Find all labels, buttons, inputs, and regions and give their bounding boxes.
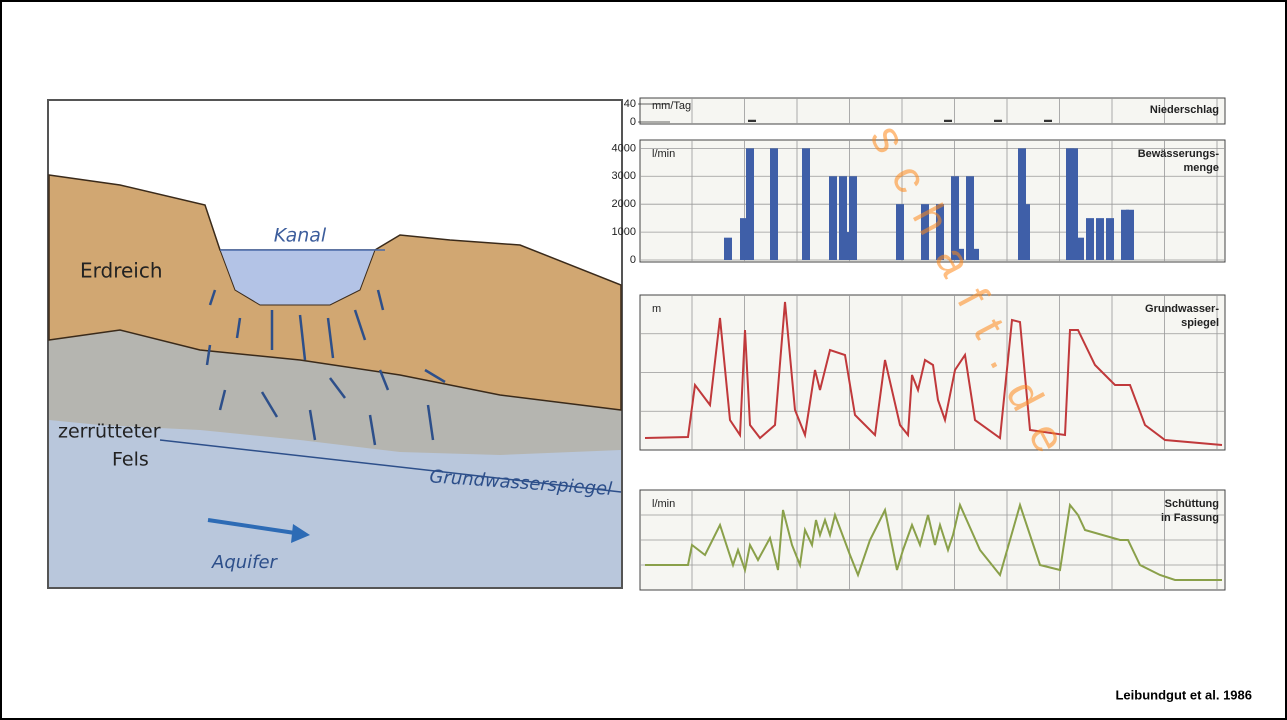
bar xyxy=(944,120,952,122)
bar xyxy=(770,148,778,260)
bar xyxy=(1086,218,1094,260)
y-tick-label: 0 xyxy=(630,254,636,266)
page: Kanal Erdreich zerrütteter Fels Grundwas… xyxy=(0,0,1287,720)
bar xyxy=(1076,238,1084,260)
chart-title: Niederschlag xyxy=(1150,104,1219,116)
bar xyxy=(1096,218,1104,260)
bar xyxy=(994,120,1002,122)
y-tick-label: 2000 xyxy=(612,198,636,210)
bar xyxy=(748,120,756,122)
bar xyxy=(802,148,810,260)
chart-title: spiegel xyxy=(1181,317,1219,329)
bar xyxy=(1044,120,1052,122)
soil-label: Erdreich xyxy=(80,259,163,283)
chart-title: Grundwasser- xyxy=(1145,303,1219,315)
slide: Kanal Erdreich zerrütteter Fels Grundwas… xyxy=(0,0,1287,720)
rock-label: Fels xyxy=(112,449,149,471)
bar xyxy=(849,176,857,260)
chart-panel xyxy=(640,98,1225,124)
canal-label: Kanal xyxy=(274,225,327,247)
unit-label: l/min xyxy=(652,498,675,510)
y-tick-label: 0 xyxy=(630,116,636,128)
y-tick-label: 3000 xyxy=(612,170,636,182)
bar xyxy=(1022,204,1030,260)
rock-label: zerrütteter xyxy=(58,421,161,443)
aquifer-label: Aquifer xyxy=(211,552,279,573)
chart-title: Schüttung xyxy=(1165,498,1219,510)
diagram: Kanal Erdreich zerrütteter Fels Grundwas… xyxy=(48,100,622,588)
bar xyxy=(1126,210,1134,260)
unit-label: m xyxy=(652,303,661,315)
y-tick-label: 4000 xyxy=(612,142,636,154)
y-tick-label: 40 xyxy=(624,98,636,110)
chart-title: menge xyxy=(1184,162,1219,174)
unit-label: l/min xyxy=(652,148,675,160)
bar xyxy=(1106,218,1114,260)
bar xyxy=(746,148,754,260)
citation: Leibundgut et al. 1986 xyxy=(1115,687,1252,702)
chart-title: Bewässerungs- xyxy=(1138,148,1220,160)
bar xyxy=(724,238,732,260)
y-tick-label: 1000 xyxy=(612,226,636,238)
unit-label: mm/Tag xyxy=(652,100,691,112)
chart-title: in Fassung xyxy=(1161,512,1219,524)
bar xyxy=(829,176,837,260)
